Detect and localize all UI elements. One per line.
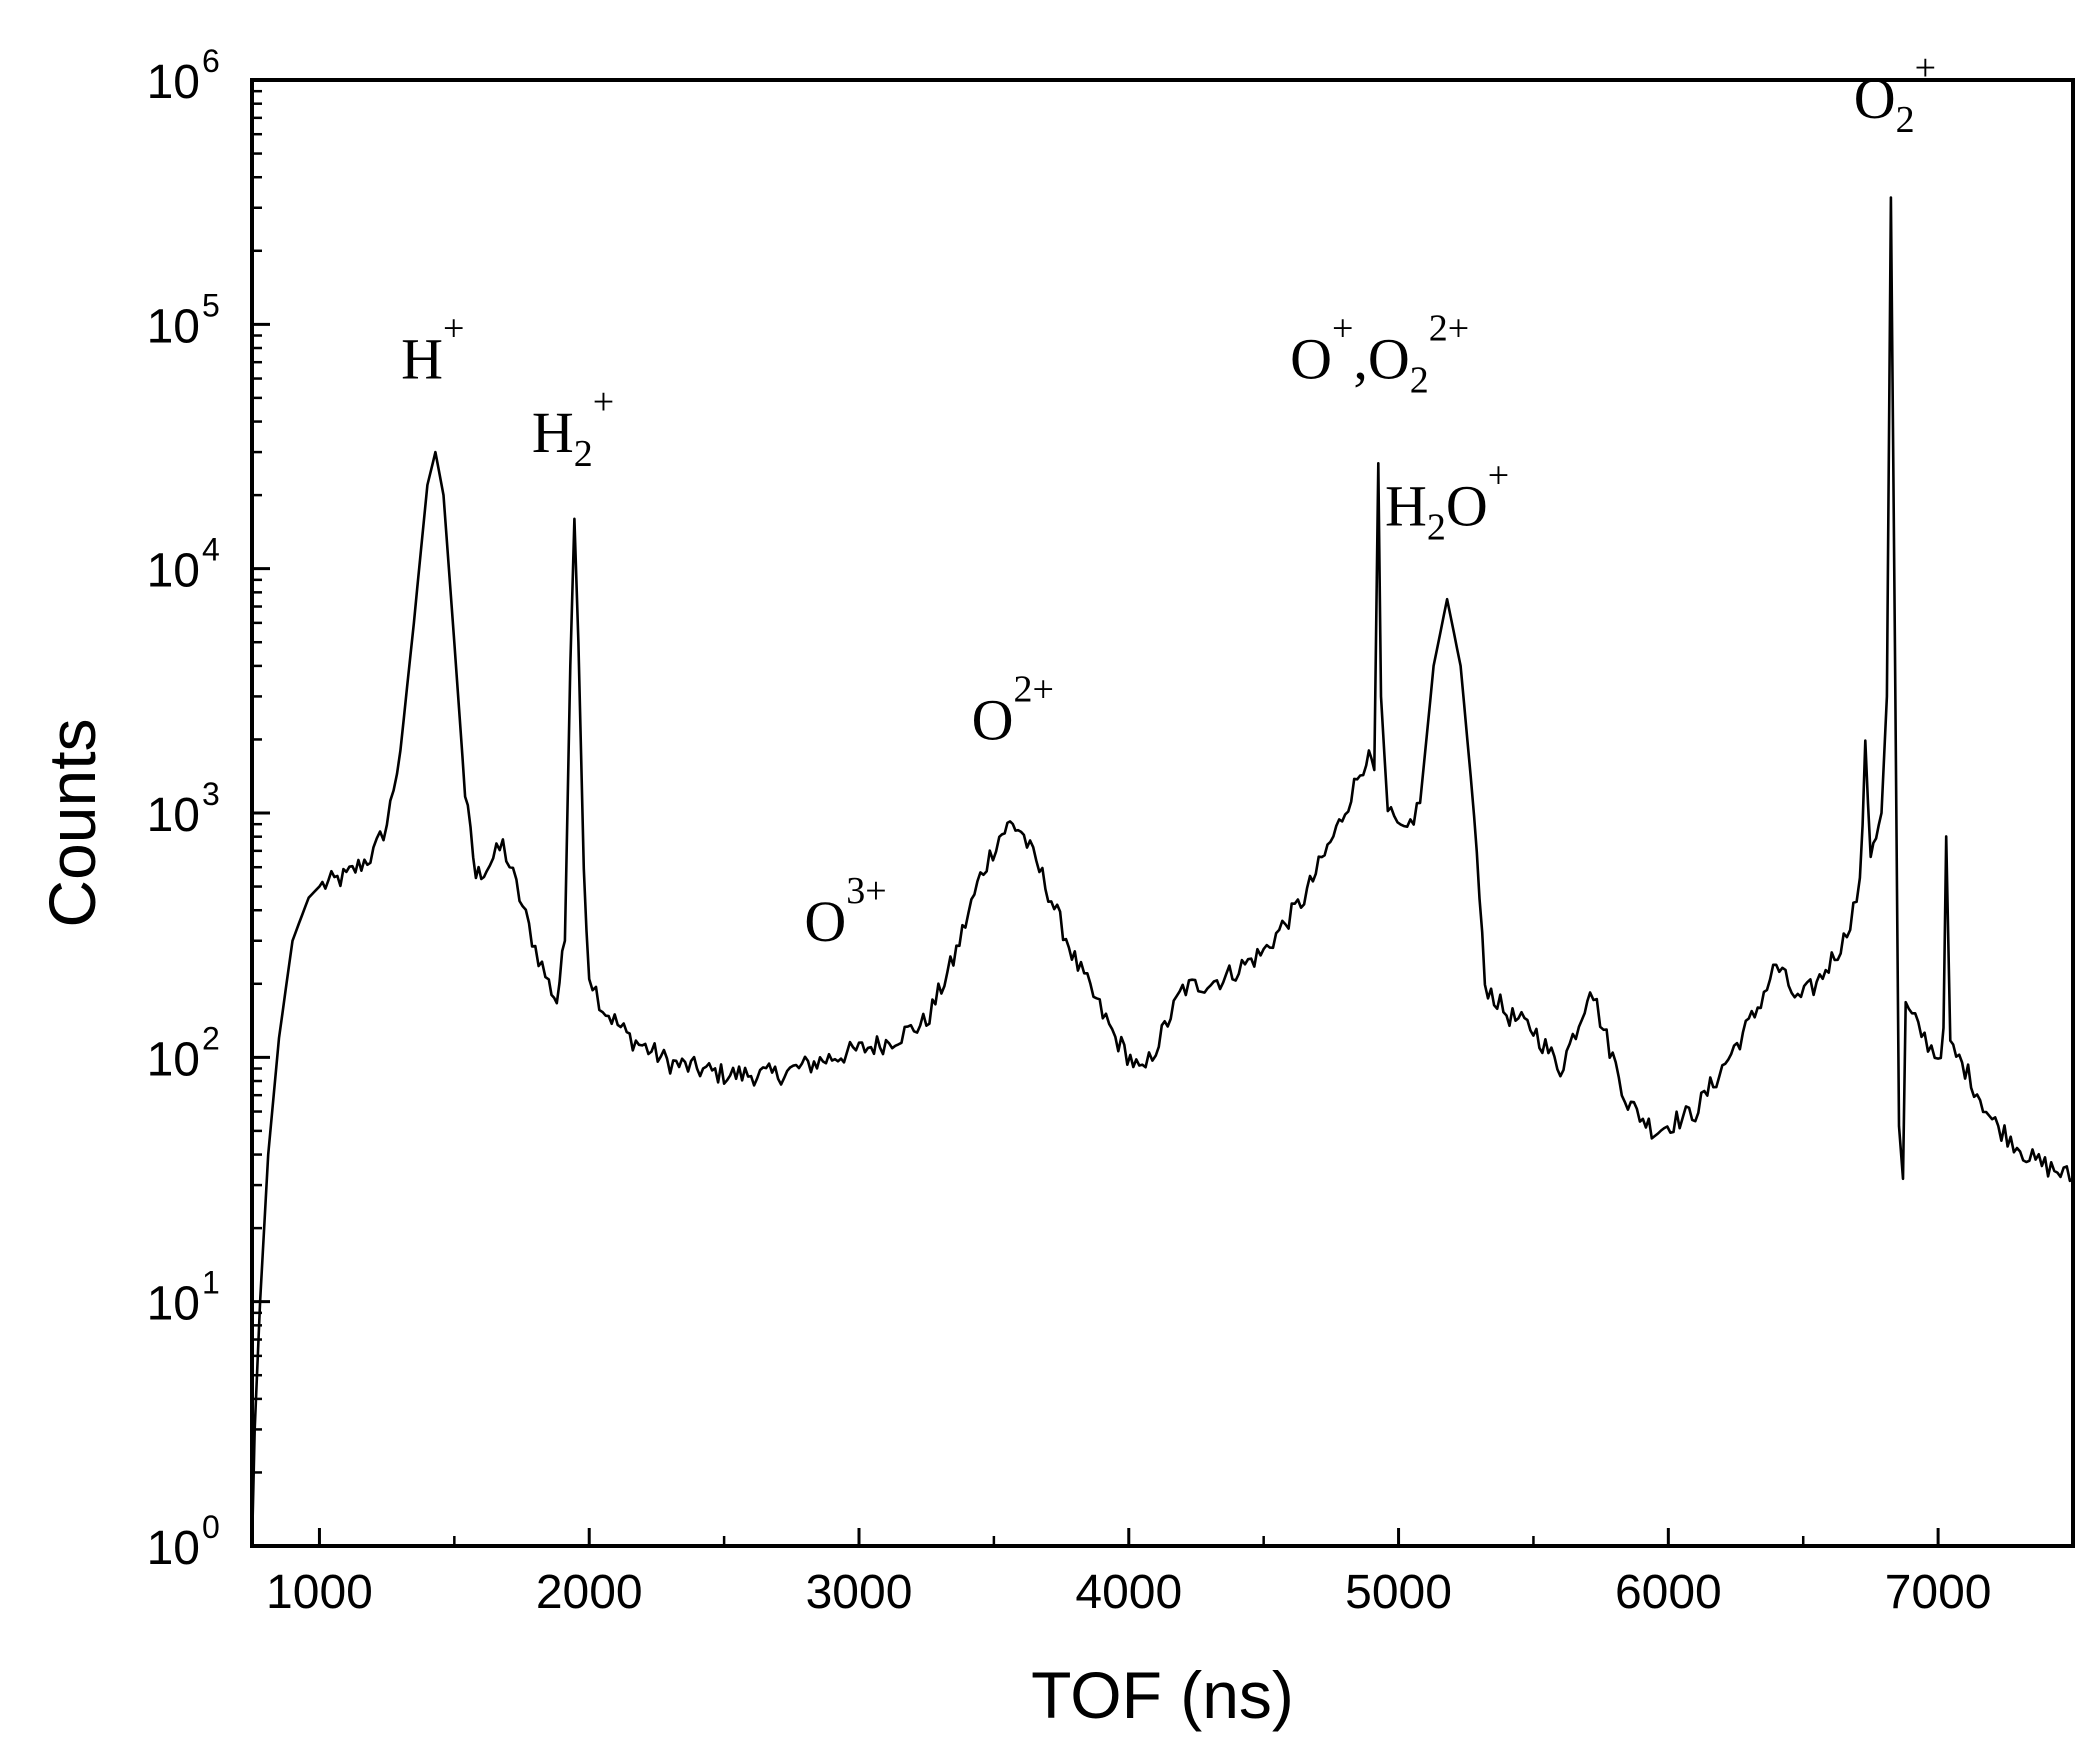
y-tick-exponent: 6 [202, 43, 220, 79]
peak-label-part: O [1290, 327, 1332, 392]
x-tick-label: 1000 [266, 1566, 373, 1619]
spectrum-line [250, 196, 2074, 1547]
y-tick-base: 10 [147, 1522, 200, 1575]
y-tick-base: 10 [147, 1033, 200, 1086]
peak-label-part: O [804, 889, 846, 954]
peak-annotations: H+H2+O3+O2+O+,O22+H2O+O2+ [401, 47, 1936, 954]
y-tick-label: 10 1 [147, 1265, 220, 1331]
peak-label-part: + [1332, 308, 1353, 350]
y-axis-title: Counts [35, 718, 109, 927]
peak-label-O3: O3+ [804, 870, 886, 954]
plot-frame [250, 78, 2075, 1548]
y-tick-base: 10 [147, 300, 200, 353]
x-tick-label: 7000 [1885, 1566, 1992, 1619]
x-axis-title: TOF (ns) [1031, 1658, 1294, 1732]
y-tick-label: 10 4 [147, 532, 220, 598]
y-tick-exponent: 4 [202, 532, 220, 568]
peak-label-H2O: H2O+ [1385, 455, 1509, 549]
x-axis-ticks: 1000 2000 3000 4000 5000 6000 7000 [266, 1528, 1992, 1619]
x-tick-label: 4000 [1075, 1566, 1182, 1619]
peak-label-part: O [972, 687, 1014, 752]
x-tick-label: 3000 [806, 1566, 913, 1619]
peak-label-O2p: O2+ [1854, 47, 1936, 141]
peak-label-part: + [1488, 455, 1509, 497]
y-tick-label: 10 2 [147, 1020, 220, 1086]
peak-label-part: H [1385, 474, 1427, 539]
peak-label-part: H [532, 400, 574, 465]
peak-label-part: 2+ [1013, 668, 1053, 710]
y-tick-base: 10 [147, 789, 200, 842]
y-tick-base: 10 [147, 1278, 200, 1331]
y-tick-label: 10 3 [147, 776, 220, 842]
y-tick-label: 10 5 [147, 287, 220, 353]
x-tick-label: 6000 [1615, 1566, 1722, 1619]
plot-frame-group [250, 78, 2075, 1548]
peak-label-part: 2+ [1429, 308, 1469, 350]
x-tick-label: 5000 [1345, 1566, 1452, 1619]
y-tick-base: 10 [147, 545, 200, 598]
peak-label-part: + [443, 308, 464, 350]
peak-label-H: H+ [401, 308, 464, 392]
peak-label-part: O [1446, 474, 1488, 539]
peak-label-part: H [401, 327, 443, 392]
y-tick-base: 10 [147, 56, 200, 109]
y-tick-exponent: 2 [202, 1020, 220, 1056]
y-tick-exponent: 0 [202, 1509, 220, 1545]
peak-label-part: + [1915, 47, 1936, 89]
peak-label-part: 2 [574, 433, 593, 475]
y-tick-exponent: 3 [202, 776, 220, 812]
x-tick-label: 2000 [536, 1566, 643, 1619]
y-tick-label: 10 0 [147, 1509, 220, 1575]
peak-label-part: + [593, 381, 614, 423]
peak-label-part: 2 [1427, 507, 1446, 549]
peak-label-part: ,O [1353, 327, 1409, 392]
peak-label-part: 2 [1410, 360, 1429, 402]
peak-label-O2: O2+ [972, 668, 1054, 752]
series-layer [250, 196, 2074, 1547]
peak-label-part: O [1854, 66, 1896, 131]
peak-label-O_O2: O+,O22+ [1290, 308, 1469, 402]
y-tick-label: 10 6 [147, 43, 220, 109]
peak-label-H2: H2+ [532, 381, 614, 475]
peak-label-part: 3+ [846, 870, 886, 912]
peak-label-part: 2 [1896, 99, 1915, 141]
y-tick-exponent: 5 [202, 287, 220, 323]
y-tick-exponent: 1 [202, 1265, 220, 1301]
minor-ticks [252, 89, 1805, 1546]
